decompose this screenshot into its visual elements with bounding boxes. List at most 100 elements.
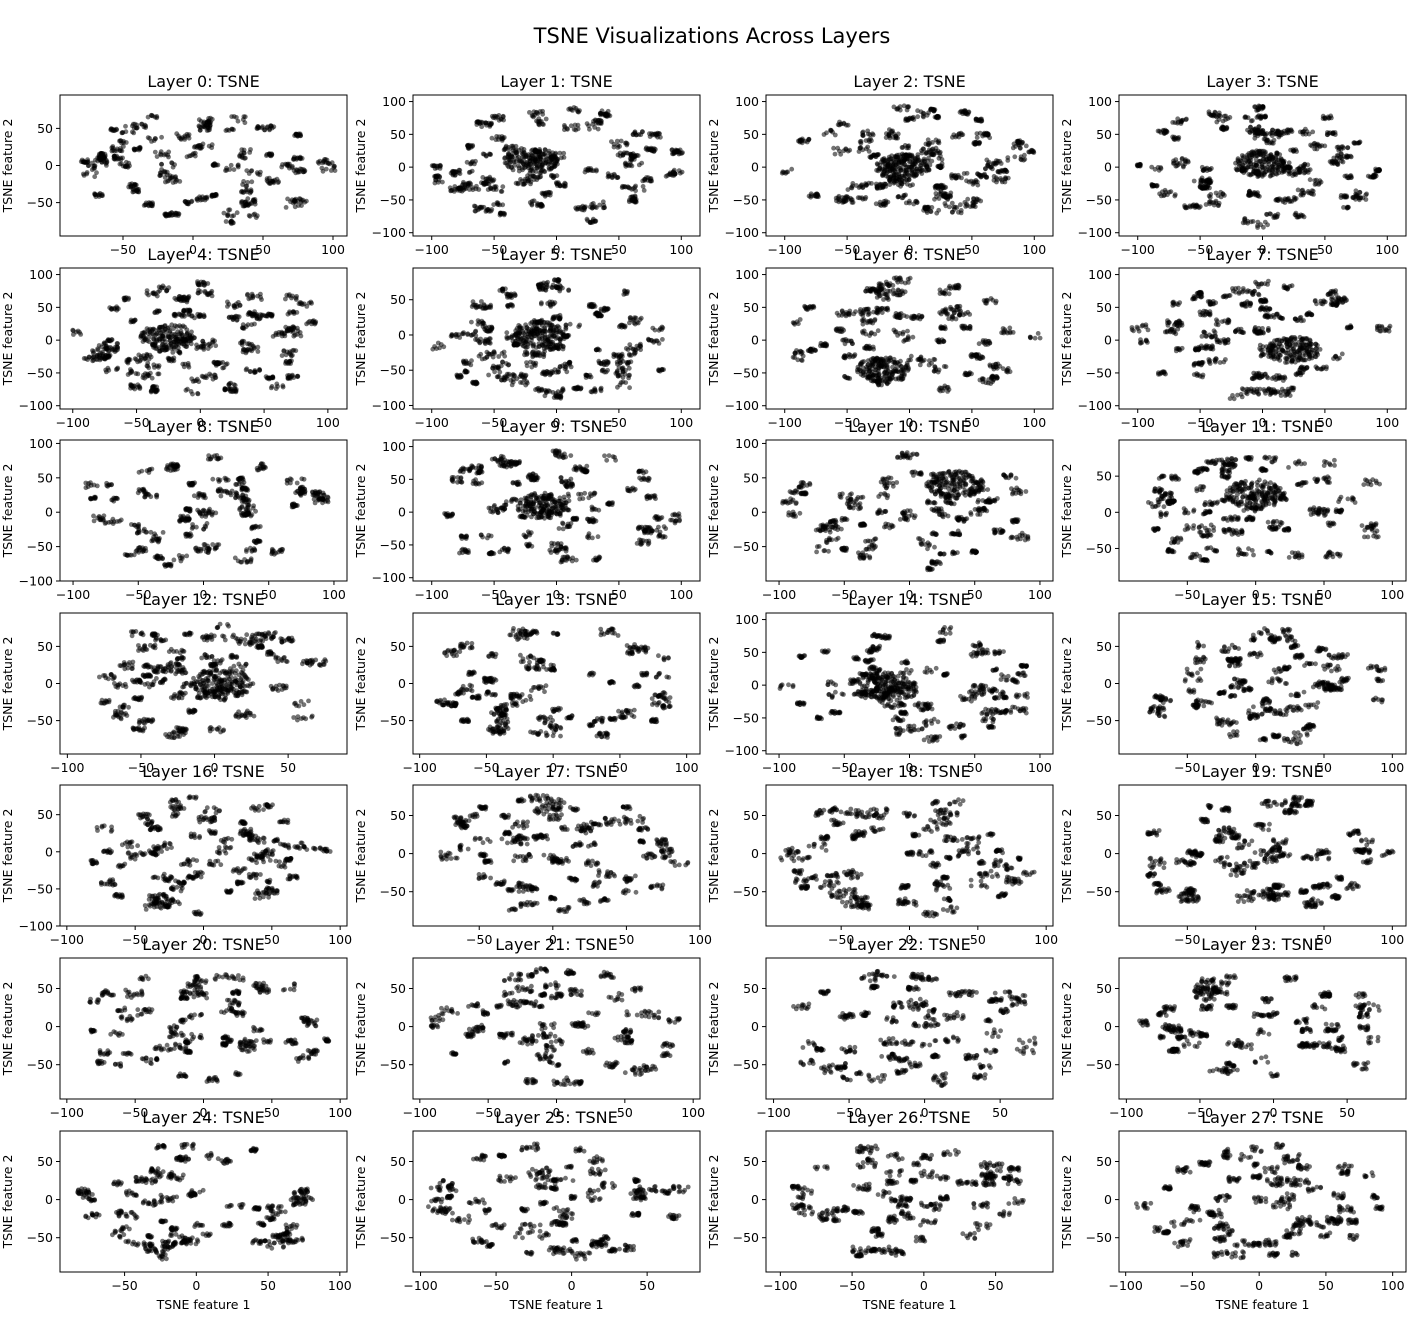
point-2-308 <box>873 154 879 160</box>
point-1-477 <box>639 129 645 135</box>
point-1-15 <box>464 159 470 165</box>
point-3-59 <box>1336 148 1342 153</box>
point-2-583 <box>937 164 943 170</box>
point-1-891 <box>532 160 537 166</box>
ylabel-1: TSNE feature 2 <box>353 119 368 214</box>
point-3-107 <box>1183 117 1189 123</box>
point-5-15 <box>434 346 439 351</box>
ytick-label-3-0: −100 <box>1078 225 1112 240</box>
point-0-584 <box>159 161 164 167</box>
subplot-layer-3: Layer 3: TSNE−100 −50 0 50 100−100−50050100T… <box>1059 72 1407 257</box>
point-4-560 <box>207 341 212 347</box>
point-2-16 <box>956 131 962 137</box>
point-2-355 <box>964 203 970 208</box>
point-1-867 <box>516 163 521 169</box>
point-2-666 <box>936 138 942 144</box>
point-1-710 <box>483 209 489 214</box>
point-4-184 <box>308 299 314 305</box>
point-4-598 <box>290 327 296 333</box>
point-3-335 <box>1183 157 1188 163</box>
point-0-222 <box>154 154 160 160</box>
point-5-286 <box>625 289 630 294</box>
point-3-336 <box>1173 157 1179 163</box>
point-4-245 <box>283 296 288 302</box>
ytick-label-2-2: 0 <box>751 160 759 175</box>
point-2-713 <box>995 169 1001 175</box>
point-2-212 <box>885 199 891 205</box>
point-5-501 <box>555 279 561 284</box>
point-1-156 <box>592 204 598 210</box>
point-5-323 <box>506 362 512 368</box>
ytick-label-0-2: 50 <box>37 121 53 136</box>
point-2-508 <box>854 183 859 188</box>
point-1-699 <box>590 216 596 222</box>
point-2-183 <box>905 117 911 123</box>
point-2-26 <box>870 131 875 137</box>
point-3-139 <box>1257 115 1263 120</box>
point-3-385 <box>1269 130 1275 136</box>
point-4-896 <box>146 327 151 333</box>
point-0-488 <box>132 182 138 188</box>
point-3-740 <box>1279 197 1285 203</box>
point-2-277 <box>837 148 842 154</box>
point-0-414 <box>328 168 334 173</box>
point-5-470 <box>496 354 502 359</box>
point-2-195 <box>789 166 795 172</box>
point-0-542 <box>227 207 233 213</box>
point-3-488 <box>1353 191 1358 197</box>
point-4-224 <box>264 375 270 381</box>
xtick-label-3-0: −100 <box>1121 242 1155 257</box>
point-0-633 <box>123 123 128 129</box>
point-4-372 <box>237 302 243 308</box>
point-2-852 <box>905 153 911 159</box>
point-3-316 <box>1243 114 1248 120</box>
point-1-784 <box>550 153 555 159</box>
point-1-376 <box>500 184 506 190</box>
point-4-41 <box>73 329 79 335</box>
point-0-194 <box>104 163 109 168</box>
point-3-892 <box>1259 162 1265 168</box>
point-0-550 <box>245 180 251 185</box>
point-5-475 <box>615 384 620 390</box>
point-2-354 <box>970 199 976 205</box>
point-4-708 <box>152 309 158 315</box>
point-0-406 <box>150 200 155 206</box>
point-2-498 <box>928 148 934 154</box>
point-3-630 <box>1295 187 1301 193</box>
point-2-311 <box>965 196 971 202</box>
point-0-595 <box>252 211 258 217</box>
point-1-119 <box>620 183 625 189</box>
point-5-471 <box>492 351 497 356</box>
point-4-417 <box>239 338 245 344</box>
point-3-500 <box>1344 155 1350 160</box>
point-0-13 <box>317 158 323 164</box>
point-0-11 <box>325 161 331 166</box>
ytick-label-0-1: 0 <box>45 158 53 173</box>
point-4-13 <box>106 354 111 359</box>
point-0-236 <box>228 162 234 168</box>
point-3-736 <box>1209 200 1214 205</box>
xtick-label-2-0: −100 <box>768 242 802 257</box>
point-1-860 <box>542 169 548 175</box>
point-1-51 <box>429 163 435 169</box>
point-3-247 <box>1262 219 1268 225</box>
point-4-364 <box>94 357 100 362</box>
point-4-139 <box>287 359 293 364</box>
point-0-404 <box>142 202 148 208</box>
point-3-363 <box>1184 205 1190 210</box>
point-1-404 <box>591 118 596 124</box>
point-4-408 <box>195 391 201 397</box>
scatter-points-0 <box>78 112 338 227</box>
point-2-123 <box>813 193 818 199</box>
point-4-388 <box>202 290 208 295</box>
point-4-33 <box>122 295 128 301</box>
point-5-516 <box>547 372 553 378</box>
point-2-444 <box>898 183 903 189</box>
point-0-675 <box>247 190 253 196</box>
point-0-117 <box>130 189 136 195</box>
point-2-269 <box>877 185 883 191</box>
point-1-687 <box>483 153 489 159</box>
point-0-563 <box>213 192 219 197</box>
point-3-902 <box>1265 164 1270 170</box>
point-5-452 <box>622 324 628 330</box>
